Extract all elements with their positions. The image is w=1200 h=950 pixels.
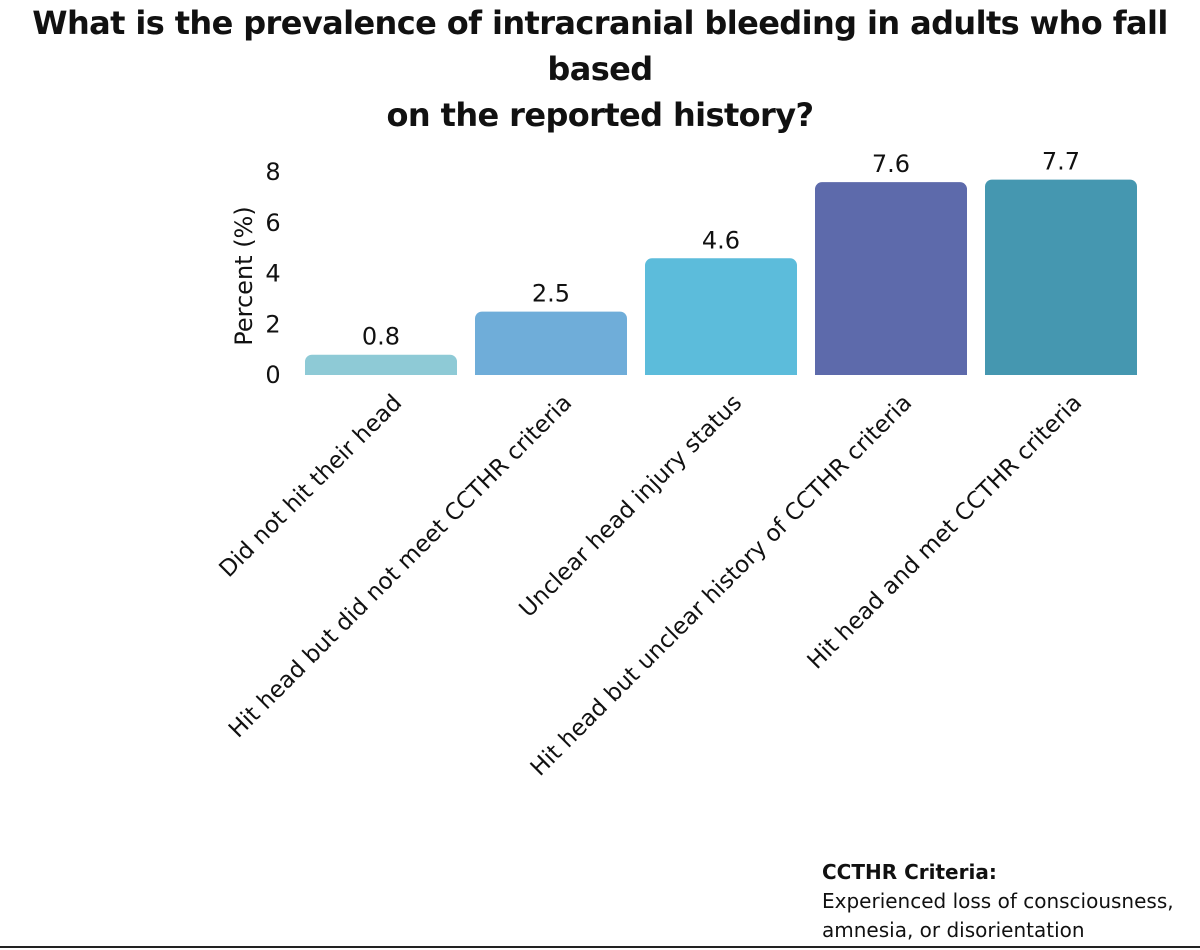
y-tick-6: 6 <box>265 209 280 237</box>
footnote-line-1: Experienced loss of consciousness, <box>822 889 1174 913</box>
bar-2-base <box>475 367 627 375</box>
category-label-2: Hit head but did not meet CCTHR criteria <box>224 390 577 743</box>
data-labels: 0.8 2.5 4.6 7.6 7.7 <box>362 148 1080 351</box>
bottom-divider <box>0 946 1200 948</box>
y-tick-2: 2 <box>265 310 280 338</box>
data-label-4: 7.6 <box>872 150 910 178</box>
data-label-3: 4.6 <box>702 226 740 254</box>
bar-4-base <box>815 367 967 375</box>
bar-4 <box>815 182 967 375</box>
category-label-4: Hit head but unclear history of CCTHR cr… <box>526 390 918 782</box>
data-label-5: 7.7 <box>1042 148 1080 176</box>
bar-5-base <box>985 367 1137 375</box>
bar-3 <box>645 258 797 375</box>
category-label-5: Hit head and met CCTHR criteria <box>803 390 1088 675</box>
footnote: CCTHR Criteria: Experienced loss of cons… <box>822 858 1200 945</box>
y-axis-label: Percent (%) <box>230 206 258 345</box>
y-tick-8: 8 <box>265 158 280 186</box>
y-tick-0: 0 <box>265 361 280 389</box>
bars <box>305 179 1137 375</box>
y-tick-4: 4 <box>265 260 280 288</box>
bar-2 <box>475 311 627 375</box>
bar-3-base <box>645 367 797 375</box>
bar-5 <box>985 179 1137 375</box>
chart-title-line-2: on the reported history? <box>386 96 815 134</box>
y-axis-ticks: 0 2 4 6 8 <box>265 158 280 389</box>
data-label-1: 0.8 <box>362 323 400 351</box>
chart-title-line-1: What is the prevalence of intracranial b… <box>32 4 1168 88</box>
footnote-title: CCTHR Criteria: <box>822 860 997 884</box>
category-label-1: Did not hit their head <box>214 390 407 583</box>
chart-title: What is the prevalence of intracranial b… <box>0 0 1200 138</box>
data-label-2: 2.5 <box>532 280 570 308</box>
footnote-line-2: amnesia, or disorientation <box>822 918 1085 942</box>
bar-1-base <box>305 367 457 375</box>
